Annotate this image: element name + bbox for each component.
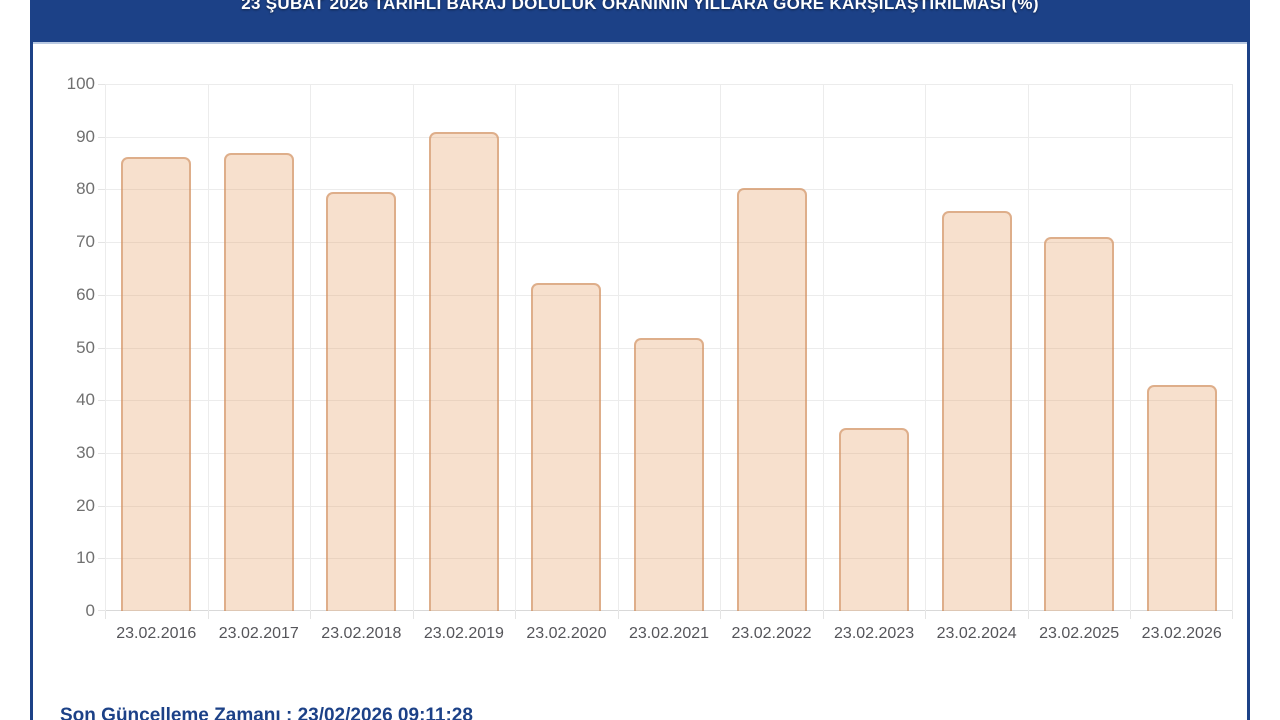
x-axis-label-23.02.2016: 23.02.2016 [116,625,197,642]
x-axis-label-23.02.2023: 23.02.2023 [834,625,915,642]
x-tick-3 [413,611,414,619]
chart-header: 23 ŞUBAT 2026 TARİHLİ BARAJ DOLULUK ORAN… [33,0,1247,44]
last-update-label: Son Güncelleme Zamanı : [60,705,293,720]
last-update-line: Son Güncelleme Zamanı : 23/02/2026 09:11… [60,705,473,720]
gridline-x-6 [720,84,721,611]
bar-23.02.2025 [1044,237,1115,611]
bar-23.02.2024 [941,211,1012,611]
gridline-x-3 [413,84,414,611]
x-axis-label-23.02.2025: 23.02.2025 [1039,625,1120,642]
x-tick-6 [720,611,721,619]
x-axis-label-23.02.2018: 23.02.2018 [321,625,402,642]
y-axis-label-90: 90 [76,126,95,146]
y-tick-70 [98,242,105,244]
y-tick-80 [98,189,105,191]
x-tick-0 [105,611,106,619]
gridline-y-70 [105,242,1233,244]
bar-23.02.2016 [121,157,192,611]
x-tick-7 [823,611,824,619]
x-tick-5 [618,611,619,619]
gridline-y-100 [105,84,1233,85]
x-tick-11 [1232,611,1233,619]
gridline-y-80 [105,189,1233,191]
gridline-y-0 [105,610,1233,611]
x-axis-label-23.02.2022: 23.02.2022 [731,625,812,642]
bar-23.02.2021 [634,337,704,611]
gridline-y-90 [105,136,1233,138]
gridline-y-50 [105,347,1233,349]
y-tick-20 [98,505,105,507]
content-panel: 23 ŞUBAT 2026 TARİHLİ BARAJ DOLULUK ORAN… [30,0,1250,720]
gridline-x-7 [823,84,824,611]
y-axis-label-100: 100 [66,74,95,93]
gridline-y-30 [105,452,1233,454]
x-axis-label-23.02.2019: 23.02.2019 [423,625,504,642]
chart-title: 23 ŞUBAT 2026 TARİHLİ BARAJ DOLULUK ORAN… [241,0,1039,13]
y-tick-0 [98,610,105,611]
bar-23.02.2026 [1146,385,1217,611]
bar-23.02.2019 [428,131,499,611]
bar-23.02.2023 [839,428,910,611]
y-tick-10 [98,558,105,560]
bar-23.02.2020 [531,283,602,611]
gridline-y-40 [105,400,1233,402]
y-axis-label-70: 70 [76,232,95,252]
y-tick-100 [98,84,105,85]
y-axis-label-40: 40 [76,390,95,410]
x-axis-label-23.02.2020: 23.02.2020 [526,625,607,642]
gridline-x-0 [105,84,106,611]
last-update-value: 23/02/2026 09:11:28 [297,705,473,720]
y-tick-30 [98,452,105,454]
y-tick-50 [98,347,105,349]
y-axis-label-50: 50 [76,337,95,357]
y-tick-40 [98,400,105,402]
gridline-x-11 [1232,84,1233,611]
x-axis-label-23.02.2017: 23.02.2017 [218,625,299,642]
gridline-y-10 [105,558,1233,560]
gridline-x-5 [618,84,619,611]
bar-23.02.2017 [223,153,294,611]
bar-23.02.2018 [326,192,397,611]
gridline-x-1 [208,84,209,611]
bar-chart-plot-area: 0 10 20 30 40 50 60 70 80 90 100 23.02.2016 23.02.20… [67,74,1233,642]
y-tick-90 [98,136,105,138]
y-axis-label-60: 60 [76,284,95,304]
gridline-x-10 [1130,84,1131,611]
x-tick-10 [1130,611,1131,619]
bar-23.02.2022 [736,188,807,611]
y-axis-label-30: 30 [76,442,95,462]
gridline-y-20 [105,505,1233,507]
x-tick-8 [925,611,926,619]
x-tick-1 [208,611,209,619]
x-tick-9 [1028,611,1029,619]
y-axis-label-10: 10 [76,548,95,568]
x-tick-4 [515,611,516,619]
x-axis-label-23.02.2026: 23.02.2026 [1141,625,1222,642]
gridline-x-2 [310,84,311,611]
gridline-x-8 [925,84,926,611]
gridline-x-9 [1028,84,1029,611]
x-tick-2 [310,611,311,619]
gridline-x-4 [515,84,516,611]
x-axis-label-23.02.2021: 23.02.2021 [628,625,710,642]
y-tick-60 [98,294,105,296]
x-axis-label-23.02.2024: 23.02.2024 [936,625,1017,642]
y-axis-label-20: 20 [76,495,95,515]
gridline-y-60 [105,294,1233,296]
y-axis-label-0: 0 [85,601,95,620]
y-axis-label-80: 80 [76,179,95,199]
